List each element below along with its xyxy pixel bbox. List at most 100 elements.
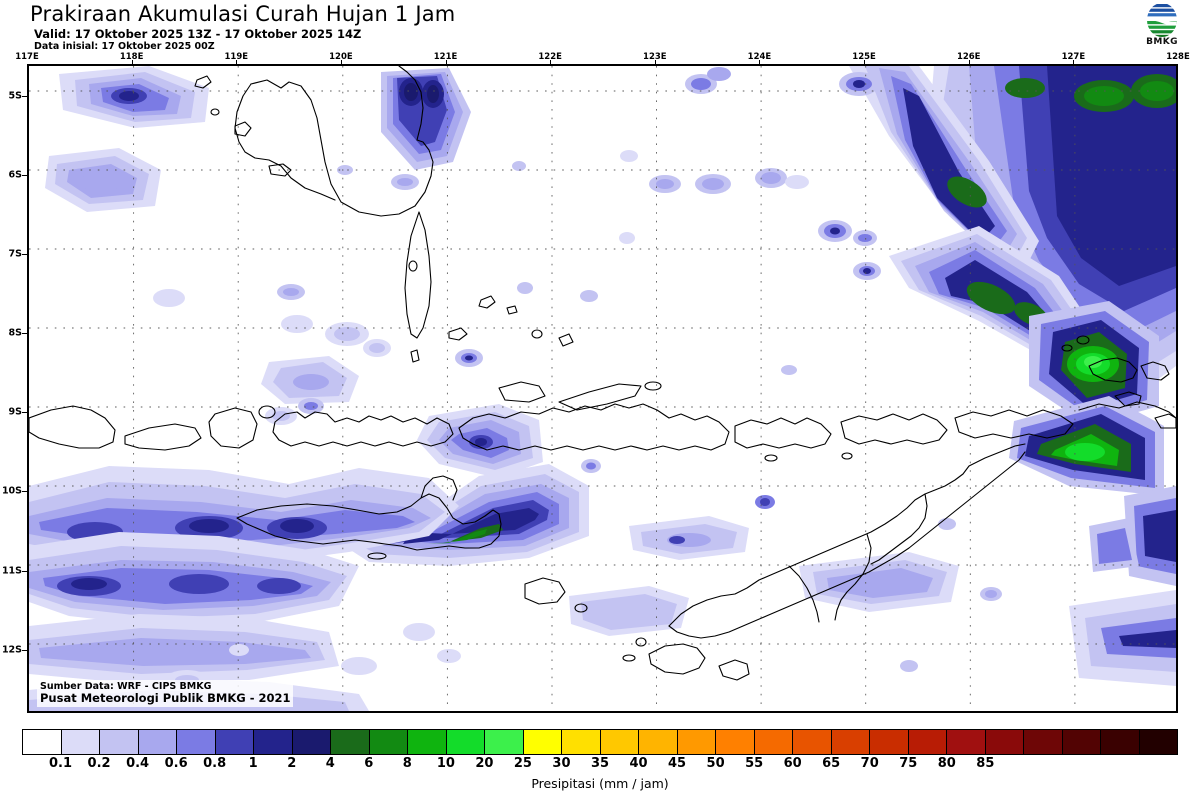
colorbar-cell <box>1024 730 1063 754</box>
colorbar-cell <box>23 730 62 754</box>
colorbar-cell <box>985 730 1024 754</box>
longitude-tick-label: 124E <box>747 52 772 62</box>
longitude-tick-label: 128E <box>1166 52 1190 62</box>
latitude-tick-mark <box>22 491 27 493</box>
latitude-tick-mark <box>22 333 27 335</box>
colorbar-tick: 50 <box>706 756 725 771</box>
longitude-tick-mark <box>236 60 238 64</box>
longitude-tick-label: 120E <box>329 52 353 62</box>
longitude-tick-mark <box>445 60 447 64</box>
colorbar-tick: 0.6 <box>164 756 188 771</box>
colorbar-cell <box>523 730 562 754</box>
latitude-tick-mark <box>22 174 27 176</box>
longitude-tick-label: 125E <box>852 52 876 62</box>
colorbar-tick: 70 <box>860 756 879 771</box>
colorbar-tick: 35 <box>590 756 610 771</box>
latitude-tick-label: 6S <box>8 169 22 181</box>
longitude-tick-mark <box>864 60 866 64</box>
latitude-tick-mark <box>22 649 27 651</box>
colorbar-tick: 6 <box>364 756 374 771</box>
credit-line-org: Pusat Meteorologi Publik BMKG - 2021 <box>40 691 291 706</box>
colorbar-cell <box>1101 730 1140 754</box>
colorbar-tick: 0.2 <box>87 756 111 771</box>
latitude-tick-mark <box>22 95 27 97</box>
colorbar-cell <box>100 730 139 754</box>
latitude-tick-label: 5S <box>8 90 22 102</box>
latitude-tick-mark <box>22 570 27 572</box>
longitude-tick-mark <box>340 60 342 64</box>
colorbar-cell <box>831 730 870 754</box>
source-credit: Sumber Data: WRF - CIPS BMKG Pusat Meteo… <box>37 680 294 707</box>
latitude-tick-label: 12S <box>1 644 22 656</box>
colorbar-tick: 80 <box>937 756 956 771</box>
longitude-tick-mark <box>1073 60 1075 64</box>
colorbar-cell <box>639 730 678 754</box>
longitude-tick-label: 121E <box>433 52 458 62</box>
initial-data-text: Data inisial: 17 Oktober 2025 00Z <box>34 41 215 52</box>
latitude-tick-label: 8S <box>8 327 22 339</box>
colorbar-tick: 2 <box>287 756 297 771</box>
map-gridlines <box>29 66 1176 711</box>
colorbar-cell <box>215 730 254 754</box>
credit-line-source: Sumber Data: WRF - CIPS BMKG <box>40 681 212 693</box>
colorbar-tick: 65 <box>822 756 841 771</box>
colorbar-tick: 1 <box>248 756 258 771</box>
colorbar-tick: 4 <box>325 756 335 771</box>
coastlines <box>29 66 1176 681</box>
longitude-tick-label: 117E <box>15 52 39 62</box>
colorbar-tick: 45 <box>668 756 687 771</box>
longitude-tick-label: 123E <box>643 52 667 62</box>
latitude-tick-label: 9S <box>8 406 22 418</box>
latitude-tick-mark <box>22 253 27 255</box>
longitude-tick-mark <box>131 60 133 64</box>
colorbar-cell <box>177 730 216 754</box>
colorbar-tick: 55 <box>745 756 764 771</box>
latitude-tick-label: 11S <box>1 565 22 577</box>
colorbar-cell <box>369 730 408 754</box>
bmkg-logo-label: BMKG <box>1146 37 1178 47</box>
precipitation-map[interactable]: Sumber Data: WRF - CIPS BMKG Pusat Meteo… <box>27 64 1178 713</box>
colorbar-tick: 8 <box>402 756 412 771</box>
colorbar-tick: 75 <box>899 756 918 771</box>
longitude-tick-label: 118E <box>119 52 144 62</box>
colorbar-cell <box>254 730 293 754</box>
page-title: Prakiraan Akumulasi Curah Hujan 1 Jam <box>30 2 456 26</box>
colorbar-tick: 60 <box>783 756 802 771</box>
colorbar-tick: 0.4 <box>126 756 150 771</box>
colorbar-title: Presipitasi (mm / jam) <box>531 776 669 791</box>
colorbar-cell <box>1139 730 1177 754</box>
colorbar-tick: 25 <box>513 756 532 771</box>
longitude-tick-mark <box>759 60 761 64</box>
colorbar-cell <box>331 730 370 754</box>
colorbar-cell <box>716 730 755 754</box>
colorbar-cell <box>408 730 447 754</box>
colorbar-tick: 30 <box>552 756 571 771</box>
colorbar-cell <box>485 730 524 754</box>
colorbar-cell <box>870 730 909 754</box>
valid-period-text: Valid: 17 Oktober 2025 13Z - 17 Oktober … <box>34 27 362 41</box>
colorbar-swatches <box>22 729 1178 755</box>
colorbar-tick: 85 <box>976 756 995 771</box>
colorbar-cell <box>292 730 331 754</box>
colorbar-cell <box>1062 730 1101 754</box>
colorbar-cell <box>793 730 832 754</box>
longitude-tick-mark <box>654 60 656 64</box>
colorbar[interactable] <box>22 729 1178 755</box>
bmkg-logo-icon <box>1138 2 1186 48</box>
longitude-tick-label: 126E <box>956 52 981 62</box>
colorbar-cell <box>138 730 177 754</box>
latitude-tick-mark <box>22 412 27 414</box>
colorbar-tick: 0.8 <box>203 756 227 771</box>
colorbar-tick: 0.1 <box>49 756 73 771</box>
latitude-tick-label: 7S <box>8 248 22 260</box>
colorbar-tick: 10 <box>436 756 455 771</box>
precipitation-field <box>29 66 1176 711</box>
colorbar-cell <box>947 730 986 754</box>
colorbar-cell <box>908 730 947 754</box>
colorbar-tick: 20 <box>475 756 494 771</box>
longitude-tick-label: 127E <box>1061 52 1086 62</box>
longitude-tick-mark <box>968 60 970 64</box>
colorbar-cell <box>446 730 485 754</box>
colorbar-cell <box>61 730 100 754</box>
map-canvas <box>29 66 1176 711</box>
